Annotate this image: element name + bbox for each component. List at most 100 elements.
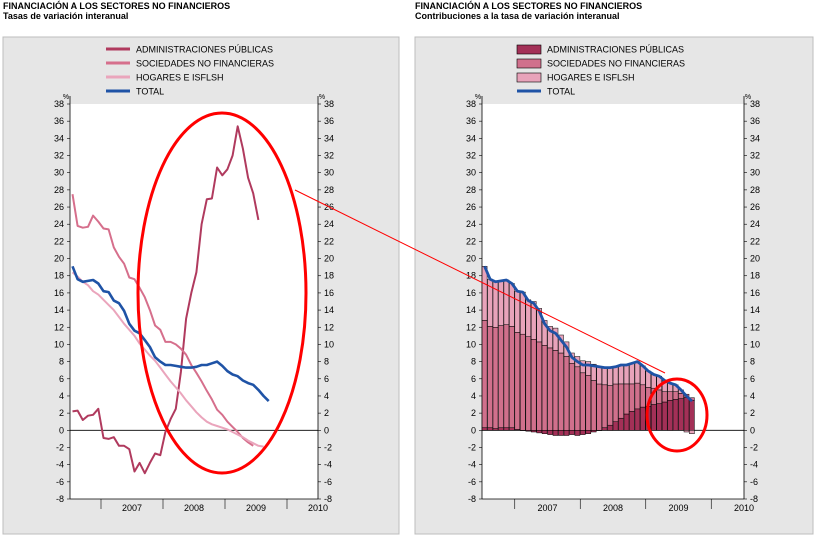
left-ytick-label-right: 20 [324,254,334,264]
left-ytick-label-right: 38 [324,99,334,109]
right-bar-bar_soc [640,384,646,408]
right-ytick-label-left: 28 [466,185,476,195]
right-bar-bar_hog [651,374,657,389]
right-bar-bar_soc [596,383,602,431]
right-bar-bar_hog [536,308,542,343]
right-bar-bar_hog [618,364,624,385]
right-xtick-label: 2007 [537,503,557,513]
left-ytick-label-left: -4 [56,460,64,470]
right-bar-bar_adm [607,424,613,431]
right-ytick-label-right: 0 [750,425,755,435]
left-ytick-label-left: -2 [56,442,64,452]
right-ytick-label-right: 38 [750,99,760,109]
right-bar-bar_hog [552,327,559,351]
right-bar-bar_hog [689,430,695,434]
right-ytick-label-left: 24 [466,219,476,229]
right-ytick-label-right: 12 [750,322,760,332]
left-ytick-label-right: 30 [324,168,334,178]
right-bar-bar_soc [656,389,662,404]
right-ytick-label-right: 24 [750,219,760,229]
right-xtick-label: 2010 [734,503,754,513]
right-bar-bar_hog [503,279,510,325]
right-bar-bar_soc [612,383,619,422]
right-ytick-label-right: 20 [750,254,760,264]
right-bar-bar_soc [667,391,673,401]
right-bar-bar_hog [585,361,592,376]
right-bar-bar_adm [585,430,592,434]
right-ytick-label-right: 22 [750,236,760,246]
left-ytick-label-right: 32 [324,151,334,161]
left-ytick-label-right: -8 [324,494,332,504]
right-bar-bar_soc [601,384,608,428]
right-bar-bar_hog [547,326,553,349]
right-ytick-label-left: 32 [466,151,476,161]
right-ytick-label-left: 8 [471,357,476,367]
right-bar-bar_soc [634,382,641,410]
right-bar-bar_adm [590,430,597,433]
left-ytick-label-left: 34 [54,133,64,143]
right-ytick-label-left: 20 [466,254,476,264]
right-bar-bar_adm [601,427,608,431]
right-unit-label-right: % [745,94,751,101]
left-unit-label-right: % [319,94,325,101]
left-unit-label-left: % [63,94,69,101]
left-chart-title: FINANCIACIÓN A LOS SECTORES NO FINANCIER… [3,1,231,11]
left-ytick-label-left: 32 [54,151,64,161]
right-ytick-label-left: 4 [471,391,476,401]
right-ytick-label-right: 16 [750,288,760,298]
right-ytick-label-right: 18 [750,271,760,281]
right-ytick-label-left: -8 [468,494,476,504]
right-bar-bar_soc [541,345,548,431]
left-ytick-label-left: 2 [59,408,64,418]
right-legend-swatch [516,72,542,83]
right-bar-bar_adm [563,430,570,436]
right-ytick-label-left: 18 [466,271,476,281]
right-bar-bar_hog [612,366,619,385]
right-ytick-label-right: 32 [750,151,760,161]
left-ytick-label-right: 4 [324,391,329,401]
right-legend-label: ADMINISTRACIONES PÚBLICAS [547,45,684,55]
left-ytick-label-left: 10 [54,339,64,349]
right-bar-bar_soc [661,391,668,403]
right-bar-bar_adm [580,430,586,435]
right-bar-bar_soc [585,375,592,431]
right-bar-bar_adm [683,397,690,431]
right-bar-bar_soc [574,366,581,431]
right-bar-bar_adm [498,427,504,431]
left-ytick-label-right: 24 [324,219,334,229]
left-ytick-label-right: 16 [324,288,334,298]
left-ytick-label-left: 20 [54,254,64,264]
right-bar-bar_adm [667,400,673,431]
right-ytick-label-left: 30 [466,168,476,178]
right-bar-bar_soc [530,339,537,431]
left-ytick-label-right: 10 [324,339,334,349]
right-ytick-label-left: 12 [466,322,476,332]
right-ytick-label-left: -4 [468,460,476,470]
left-ytick-label-left: 0 [59,425,64,435]
right-bar-bar_soc [672,391,679,400]
left-ytick-label-right: -2 [324,442,332,452]
left-xtick-label: 2008 [184,503,204,513]
right-bar-bar_soc [525,336,532,431]
left-chart-subtitle: Tasas de variación interanual [3,11,129,21]
right-ytick-label-left: 26 [466,202,476,212]
right-bar-bar_adm [503,427,510,431]
left-chart: %%38383636343432323030282826262424222220… [54,45,334,514]
right-bar-bar_adm [640,406,646,431]
left-legend-label: TOTAL [136,87,164,97]
right-bar-bar_soc [558,352,564,431]
left-ytick-label-left: 12 [54,322,64,332]
right-series-total [483,265,693,403]
right-bar-bar_adm [487,427,493,431]
left-series-adm [72,125,260,475]
right-bar-bar_soc [481,320,488,428]
right-bar-bar_hog [629,363,635,385]
right-bar-bar_adm [661,401,668,431]
right-ytick-label-left: 14 [466,305,476,315]
right-bar-bar_adm [574,430,581,436]
right-bar-bar_soc [520,333,526,431]
left-ytick-label-left: -6 [56,477,64,487]
right-ytick-label-left: 2 [471,408,476,418]
right-bar-bar_adm [623,413,630,431]
right-ytick-label-right: -8 [750,494,758,504]
